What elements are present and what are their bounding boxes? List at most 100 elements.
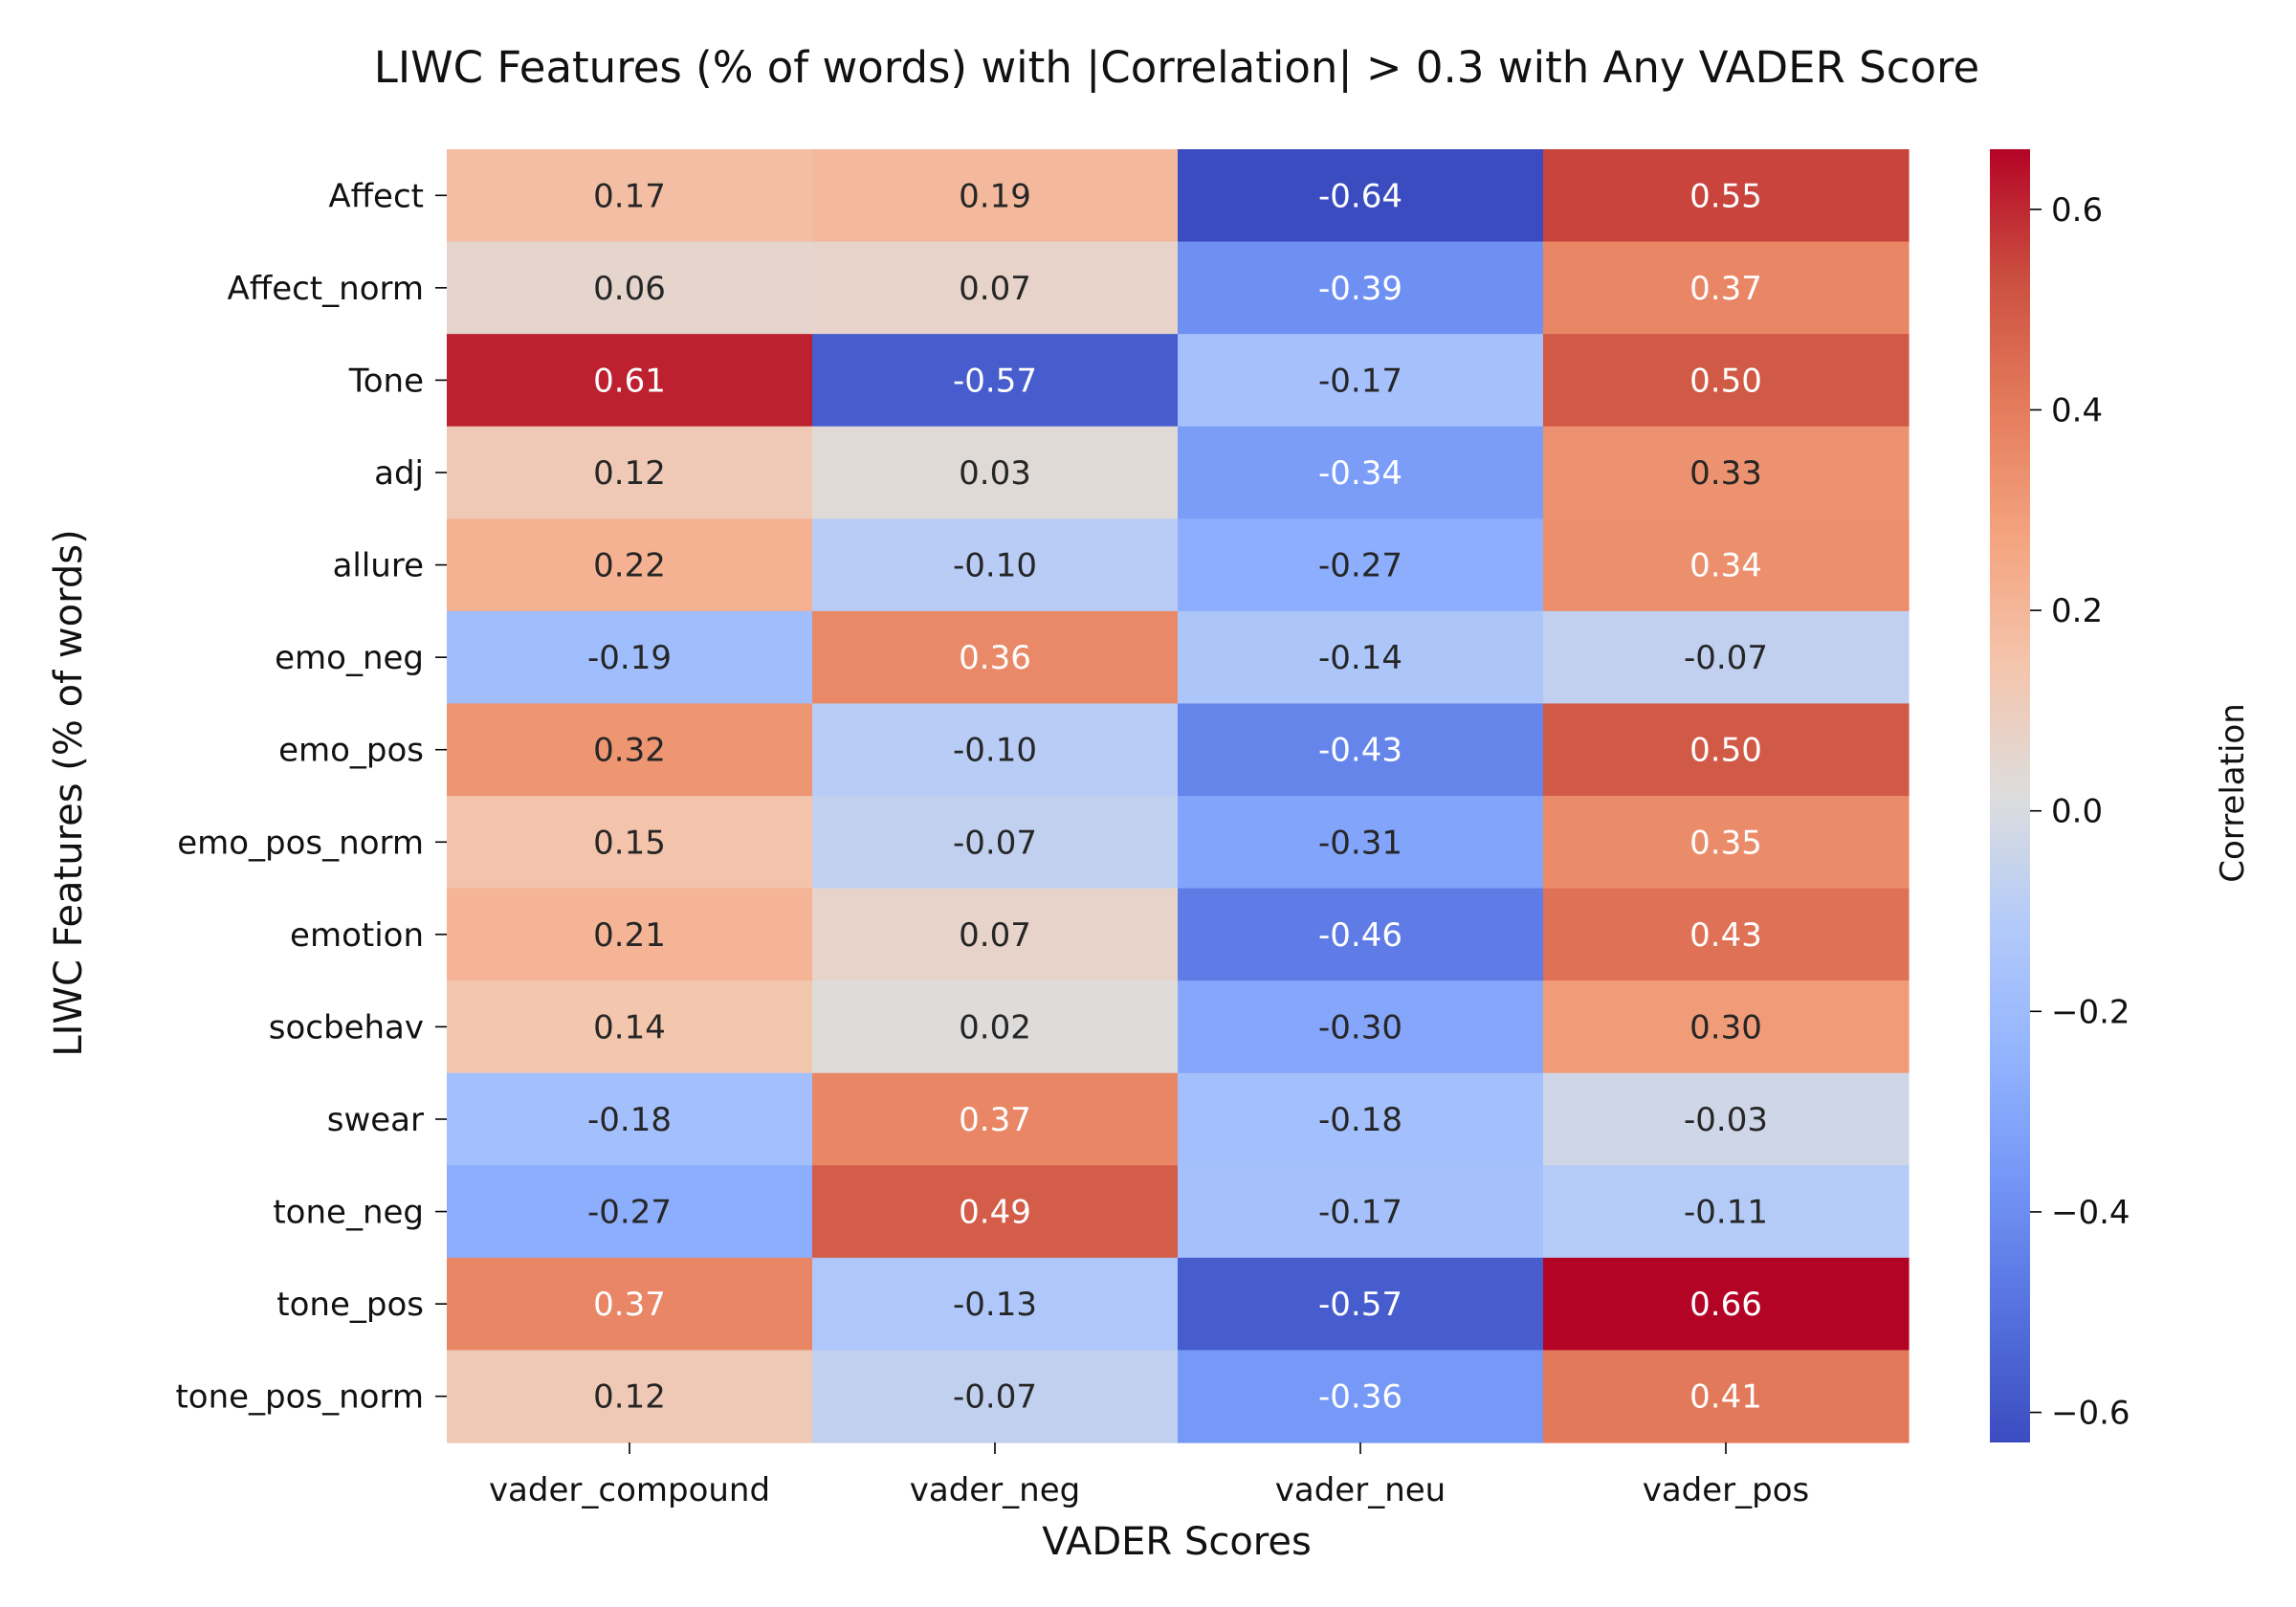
heatmap-cell <box>1178 610 1544 705</box>
heatmap-cell <box>1543 426 1910 519</box>
heatmap-cell <box>812 1165 1179 1259</box>
y-tick-label: emo_pos <box>278 732 424 770</box>
x-tick-label: vader_neg <box>910 1471 1080 1509</box>
x-tick-label: vader_pos <box>1643 1471 1810 1509</box>
heatmap-cell <box>1543 1257 1910 1352</box>
cell-value-label: 0.19 <box>959 177 1031 215</box>
heatmap-cell <box>447 334 813 428</box>
heatmap-cell <box>812 1072 1179 1166</box>
heatmap-cell <box>1178 888 1544 981</box>
heatmap-cell <box>1178 1350 1544 1443</box>
heatmap-cell <box>1178 518 1544 612</box>
heatmap-cell <box>447 1165 813 1259</box>
heatmap-cell <box>447 1350 813 1443</box>
heatmap-cell <box>1543 796 1910 890</box>
x-axis-label: VADER Scores <box>1042 1520 1312 1564</box>
cell-value-label: -0.39 <box>1318 270 1402 308</box>
heatmap-cell <box>1543 518 1910 612</box>
y-tick-label: allure <box>333 547 424 585</box>
heatmap-cell <box>812 518 1179 612</box>
heatmap-cell <box>1543 334 1910 428</box>
y-tick-label: tone_pos_norm <box>175 1378 424 1417</box>
cell-value-label: 0.37 <box>959 1101 1031 1139</box>
cell-value-label: -0.46 <box>1318 916 1402 955</box>
heatmap-cell <box>447 149 813 243</box>
cell-value-label: -0.27 <box>587 1194 672 1232</box>
heatmap-cell <box>812 241 1179 335</box>
heatmap-cell <box>1178 703 1544 797</box>
heatmap-cell <box>812 703 1179 797</box>
heatmap-cell <box>812 796 1179 890</box>
cell-value-label: 0.37 <box>1689 270 1762 308</box>
y-tick-label: Affect_norm <box>228 270 424 308</box>
heatmap-cell <box>1543 1350 1910 1443</box>
heatmap-cell <box>812 1257 1179 1352</box>
heatmap-cell <box>1543 703 1910 797</box>
cell-value-label: -0.34 <box>1318 454 1402 493</box>
cell-value-label: -0.57 <box>1318 1286 1402 1324</box>
cell-value-label: -0.07 <box>953 824 1037 862</box>
cell-value-label: 0.17 <box>593 177 666 215</box>
cell-value-label: -0.18 <box>587 1101 672 1139</box>
cell-value-label: -0.18 <box>1318 1101 1402 1139</box>
cell-value-label: 0.12 <box>593 454 666 493</box>
cell-value-label: -0.36 <box>1318 1378 1402 1417</box>
cell-value-label: 0.49 <box>959 1194 1031 1232</box>
heatmap-cell <box>812 426 1179 519</box>
colorbar-tick-label: 0.4 <box>2051 391 2103 429</box>
heatmap-cell <box>447 1072 813 1166</box>
heatmap-cell <box>447 241 813 335</box>
cell-value-label: 0.14 <box>593 1008 666 1046</box>
heatmap-cell <box>447 980 813 1074</box>
cell-value-label: 0.37 <box>593 1286 666 1324</box>
y-tick-label: tone_neg <box>273 1194 424 1232</box>
heatmap-cell <box>812 888 1179 981</box>
cell-value-label: 0.21 <box>593 916 666 955</box>
cell-value-label: -0.11 <box>1684 1194 1768 1232</box>
heatmap-cell <box>447 888 813 981</box>
cell-value-label: -0.19 <box>587 639 672 677</box>
heatmap-cell <box>812 610 1179 705</box>
heatmap-cell <box>1543 980 1910 1074</box>
colorbar-tick-label: −0.6 <box>2051 1395 2130 1433</box>
y-tick-label: emotion <box>290 916 424 955</box>
heatmap-cell <box>1178 1165 1544 1259</box>
heatmap-cell <box>1178 1257 1544 1352</box>
heatmap-cell <box>1178 334 1544 428</box>
heatmap-cell <box>812 149 1179 243</box>
cell-value-label: 0.15 <box>593 824 666 862</box>
y-axis-label: LIWC Features (% of words) <box>47 529 91 1056</box>
cell-value-label: -0.10 <box>953 732 1037 770</box>
cell-value-label: -0.30 <box>1318 1008 1402 1046</box>
heatmap-cell <box>812 980 1179 1074</box>
y-tick-label: socbehav <box>269 1008 424 1046</box>
x-tick-label: vader_compound <box>489 1471 770 1509</box>
cell-value-label: 0.61 <box>593 362 666 400</box>
heatmap-cell <box>812 334 1179 428</box>
heatmap-cell <box>1178 241 1544 335</box>
colorbar-gradient <box>1990 149 2030 1442</box>
heatmap-cell <box>1178 426 1544 519</box>
heatmap-cell <box>1178 796 1544 890</box>
y-axis-ticks: Affect Affect_norm Tone adj allure emo_negemo… <box>175 177 447 1417</box>
colorbar: −0.6 −0.4 −0.2 0.0 0.2 0.4 0.6 <box>1990 149 2130 1442</box>
cell-value-label: 0.33 <box>1689 454 1762 493</box>
heatmap-cell <box>447 518 813 612</box>
cell-value-label: -0.17 <box>1318 1194 1402 1232</box>
heatmap-cell <box>1543 149 1910 243</box>
heatmap-cell <box>1543 610 1910 705</box>
cell-value-label: -0.03 <box>1684 1101 1768 1139</box>
cell-value-label: 0.07 <box>959 916 1031 955</box>
heatmap-cell <box>1543 241 1910 335</box>
cell-value-label: 0.07 <box>959 270 1031 308</box>
cell-value-label: 0.30 <box>1689 1008 1762 1046</box>
cell-value-label: -0.57 <box>953 362 1037 400</box>
cell-value-label: -0.43 <box>1318 732 1402 770</box>
colorbar-tick-label: 0.0 <box>2051 793 2103 831</box>
colorbar-tick-label: −0.4 <box>2051 1194 2130 1232</box>
cell-value-label: 0.12 <box>593 1378 666 1417</box>
cell-value-label: -0.31 <box>1318 824 1402 862</box>
cell-value-label: -0.14 <box>1318 639 1402 677</box>
x-tick-label: vader_neu <box>1275 1471 1446 1509</box>
